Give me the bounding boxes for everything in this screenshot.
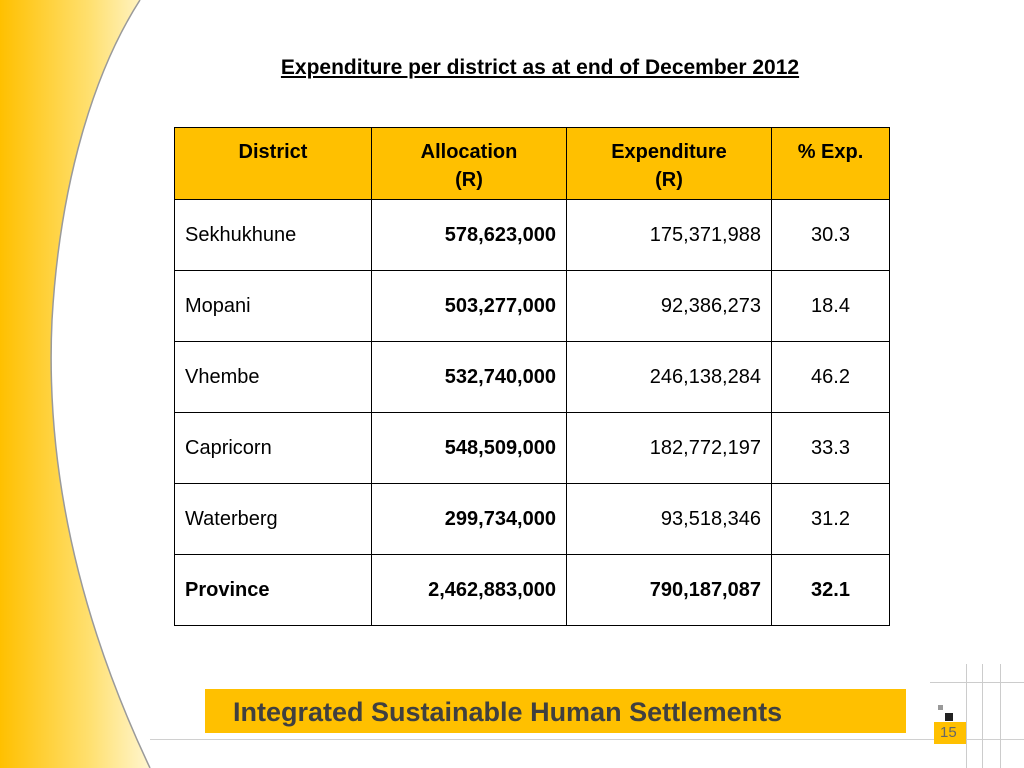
corner-square-small: [938, 705, 943, 710]
table-row: Mopani 503,277,000 92,386,273 18.4: [174, 270, 890, 342]
cell-district: Capricorn: [174, 412, 372, 484]
corner-grid-line: [1000, 664, 1001, 768]
cell-allocation: 532,740,000: [371, 341, 567, 413]
cell-total-district: Province: [174, 554, 372, 626]
footer-banner-text: Integrated Sustainable Human Settlements: [233, 697, 783, 727]
table-row: Capricorn 548,509,000 182,772,197 33.3: [174, 412, 890, 484]
page-title: Expenditure per district as at end of De…: [280, 56, 800, 79]
cell-allocation: 503,277,000: [371, 270, 567, 342]
table-total-row: Province 2,462,883,000 790,187,087 32.1: [174, 554, 890, 626]
table-header-row: District Allocation (R) Expenditure (R) % …: [174, 127, 890, 200]
cell-district: Sekhukhune: [174, 199, 372, 271]
cell-expenditure: 175,371,988: [566, 199, 772, 271]
header-district: District: [174, 127, 372, 200]
cell-total-allocation: 2,462,883,000: [371, 554, 567, 626]
cell-district: Mopani: [174, 270, 372, 342]
cell-allocation: 548,509,000: [371, 412, 567, 484]
table-row: Waterberg 299,734,000 93,518,346 31.2: [174, 483, 890, 555]
cell-pct: 33.3: [771, 412, 890, 484]
header-expenditure: Expenditure (R): [566, 127, 772, 200]
cell-expenditure: 92,386,273: [566, 270, 772, 342]
cell-pct: 31.2: [771, 483, 890, 555]
cell-allocation: 299,734,000: [371, 483, 567, 555]
cell-total-pct: 32.1: [771, 554, 890, 626]
table-row: Vhembe 532,740,000 246,138,284 46.2: [174, 341, 890, 413]
corner-grid-line: [966, 664, 967, 768]
footer-divider: [150, 739, 1024, 740]
table-row: Sekhukhune 578,623,000 175,371,988 30.3: [174, 199, 890, 271]
page-number-highlight: [934, 722, 966, 744]
cell-expenditure: 246,138,284: [566, 341, 772, 413]
cell-pct: 46.2: [771, 341, 890, 413]
cell-district: Vhembe: [174, 341, 372, 413]
footer-banner: [205, 689, 906, 733]
cell-allocation: 578,623,000: [371, 199, 567, 271]
cell-pct: 18.4: [771, 270, 890, 342]
corner-grid-line: [982, 664, 983, 768]
corner-grid-line: [930, 682, 1024, 683]
page-number: 15: [940, 724, 957, 741]
header-pct-exp: % Exp.: [771, 127, 890, 200]
cell-expenditure: 182,772,197: [566, 412, 772, 484]
cell-total-expenditure: 790,187,087: [566, 554, 772, 626]
cell-district: Waterberg: [174, 483, 372, 555]
corner-square: [945, 713, 953, 721]
expenditure-table: District Allocation (R) Expenditure (R) % …: [174, 127, 890, 626]
header-allocation: Allocation (R): [371, 127, 567, 200]
cell-pct: 30.3: [771, 199, 890, 271]
cell-expenditure: 93,518,346: [566, 483, 772, 555]
